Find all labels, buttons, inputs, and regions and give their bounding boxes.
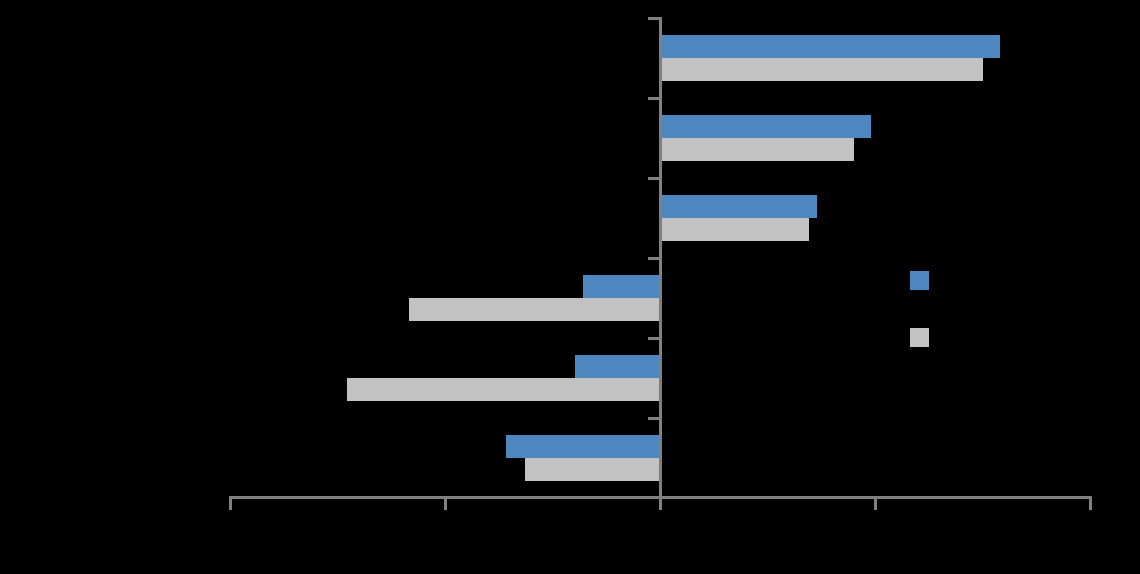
bar [660, 218, 809, 241]
legend-item [910, 271, 937, 290]
y-axis-tick [648, 417, 659, 420]
bar [346, 378, 661, 401]
y-axis-tick [648, 17, 659, 20]
bar [574, 355, 661, 378]
legend-swatch [910, 271, 929, 290]
legend-swatch [910, 328, 929, 347]
x-axis-tick [1089, 496, 1092, 510]
bar [505, 435, 661, 458]
bar [660, 138, 854, 161]
legend-item [910, 328, 937, 347]
x-axis-tick [659, 496, 662, 510]
x-axis-tick [874, 496, 877, 510]
bar [660, 35, 1001, 58]
bar [583, 275, 661, 298]
y-axis-tick [648, 337, 659, 340]
bar [660, 195, 818, 218]
y-axis-tick [648, 97, 659, 100]
bar [660, 58, 983, 81]
x-axis-tick [444, 496, 447, 510]
y-axis-tick [648, 257, 659, 260]
x-axis-tick [229, 496, 232, 510]
bar [408, 298, 661, 321]
y-axis-tick [648, 177, 659, 180]
bar [660, 115, 872, 138]
y-axis-line [659, 17, 662, 510]
bar [525, 458, 661, 481]
